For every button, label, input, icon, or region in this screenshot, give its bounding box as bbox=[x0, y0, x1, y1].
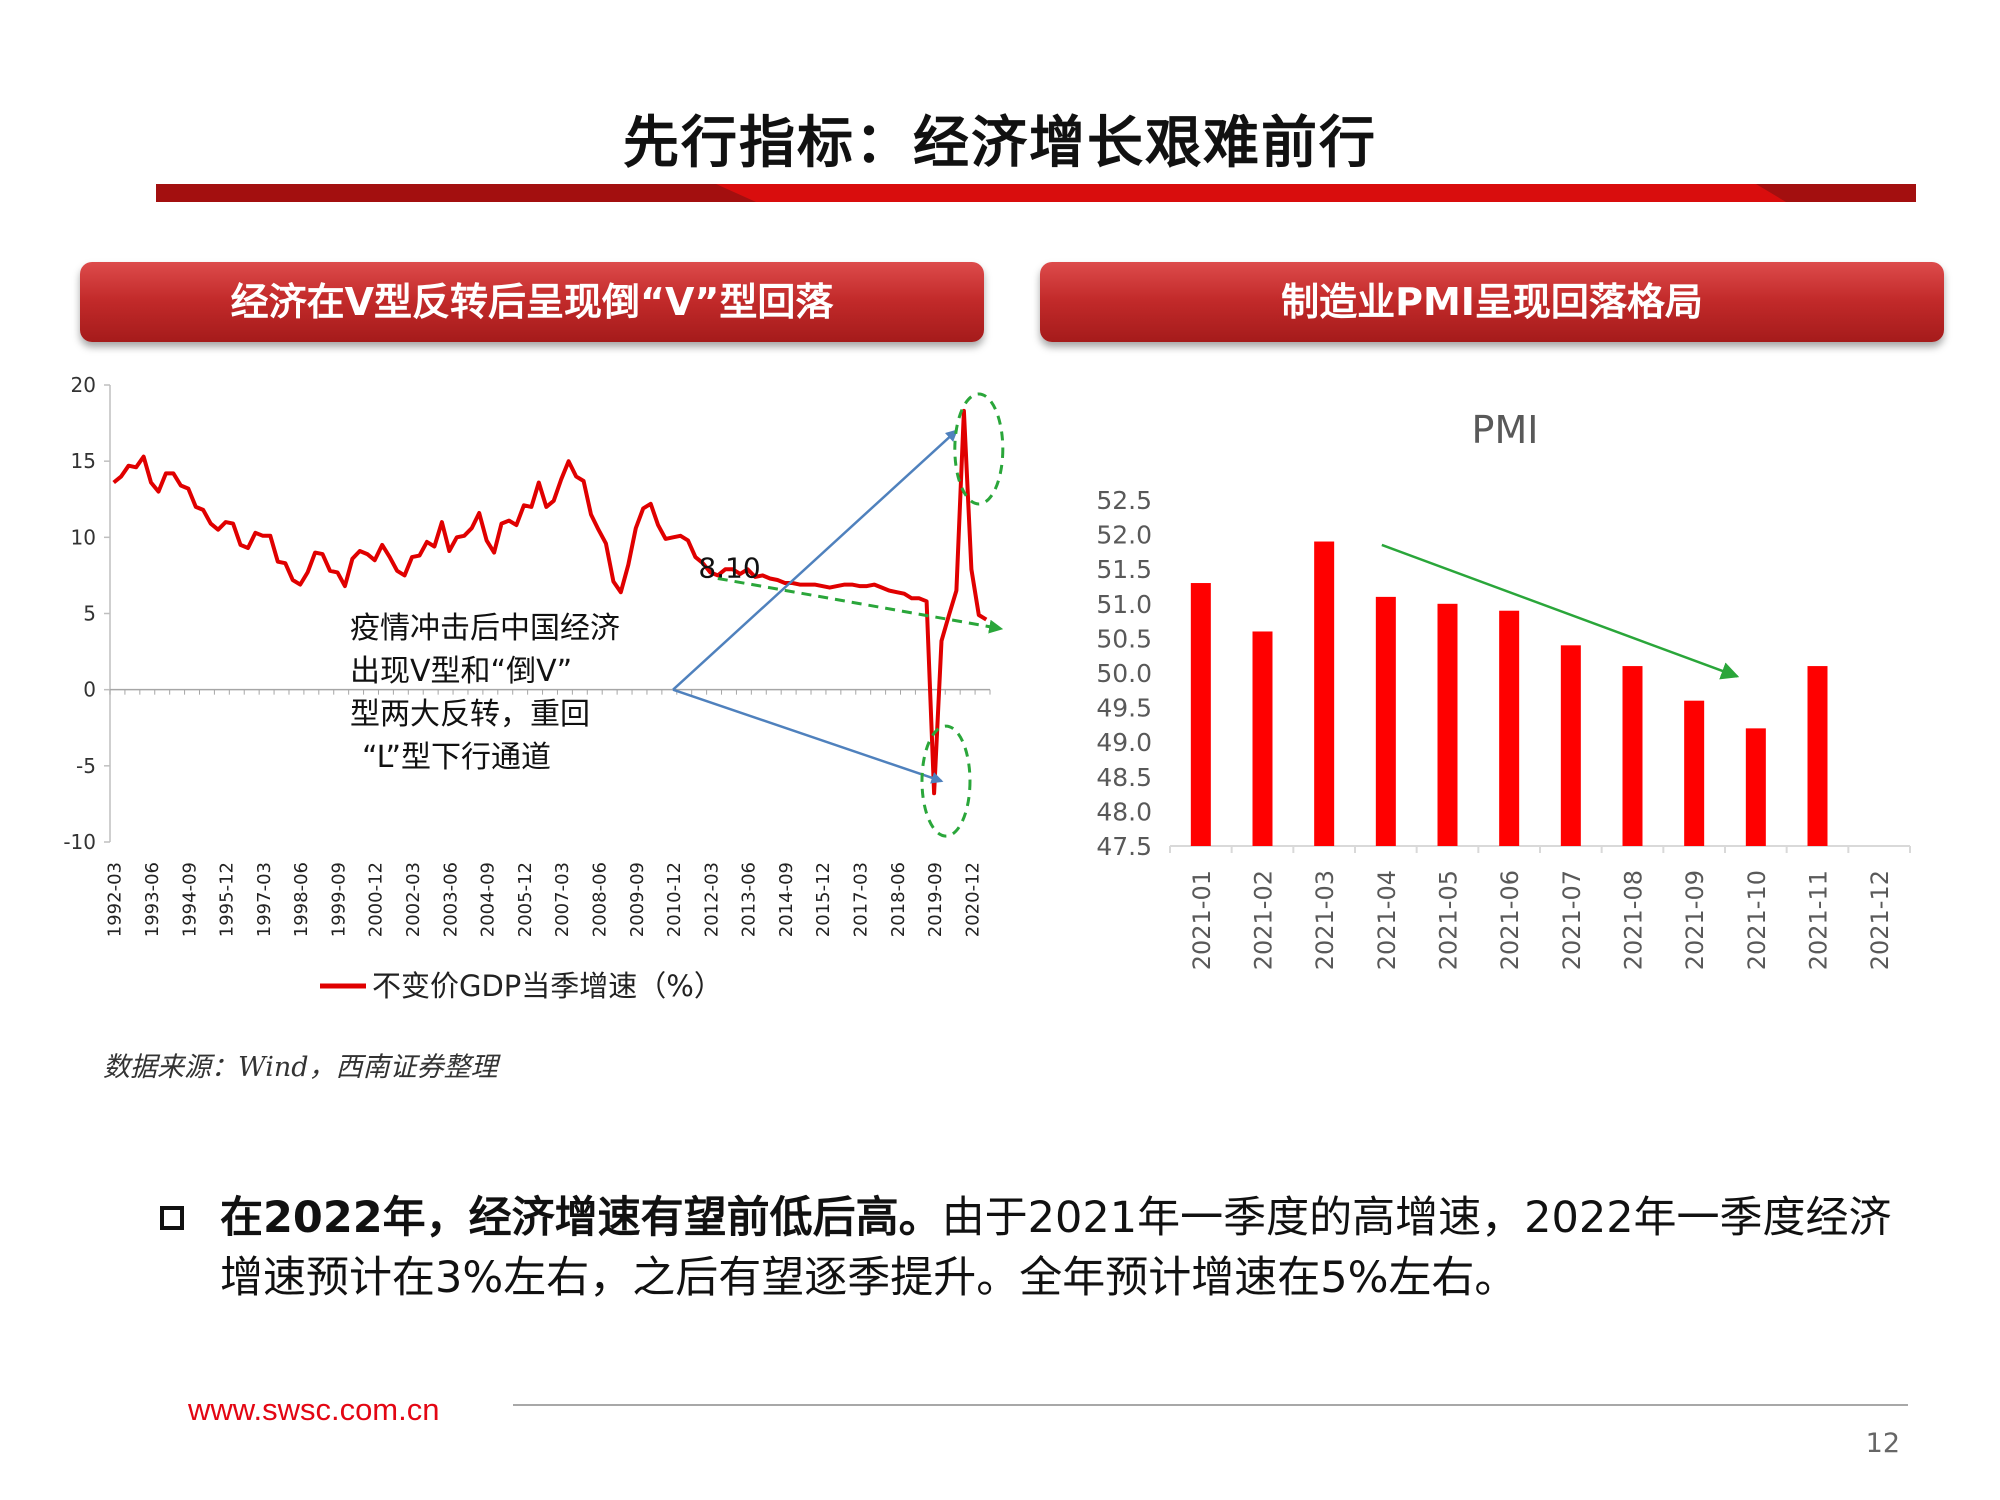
pmi-chart: PMI 52.5 52.0 51.5 51.0 50.5 50.0 49.5 49.0 48.5… bbox=[1096, 408, 1911, 970]
gdp-x-tick-label: 2008-06 bbox=[589, 862, 610, 937]
gdp-y-tick-label: 10 bbox=[71, 525, 96, 549]
gdp-growth-chart: 20 15 10 5 0 -5 -10 1992-03 1993-06 1994-09 1995-… bbox=[63, 373, 1005, 1003]
title-rule bbox=[156, 184, 1916, 202]
gdp-x-tick-label: 2020-12 bbox=[962, 862, 983, 937]
gdp-y-tick-label: -5 bbox=[76, 754, 96, 778]
gdp-annotation-line: 疫情冲击后中国经济 bbox=[350, 611, 620, 646]
pmi-y-tick-label: 50.5 bbox=[1096, 624, 1152, 653]
gdp-annotation-line: 型两大反转，重回 bbox=[350, 697, 590, 732]
gdp-y-tick-label: 0 bbox=[83, 678, 96, 702]
gdp-x-tick-label: 2017-03 bbox=[850, 862, 871, 937]
bullet-square-icon bbox=[160, 1206, 184, 1230]
pmi-y-tick-label: 52.5 bbox=[1096, 486, 1152, 515]
gdp-y-tick-label: 20 bbox=[71, 373, 96, 397]
pmi-y-tick-label: 50.0 bbox=[1096, 659, 1152, 688]
gdp-x-tick-label: 2007-03 bbox=[552, 862, 573, 937]
pmi-bar bbox=[1684, 700, 1705, 846]
pmi-y-tick-label: 48.0 bbox=[1096, 797, 1152, 826]
pmi-x-tick-label: 2021-12 bbox=[1866, 870, 1894, 970]
pmi-y-tick-label: 48.5 bbox=[1096, 763, 1152, 792]
gdp-x-tick-label: 2014-09 bbox=[776, 862, 797, 937]
gdp-x-tick-label: 2015-12 bbox=[813, 862, 834, 937]
gdp-peak-highlight-ellipse bbox=[953, 392, 1005, 506]
left-panel-title: 经济在V型反转后呈现倒“V”型回落 bbox=[80, 262, 984, 342]
pmi-bar bbox=[1499, 610, 1520, 846]
pmi-bar bbox=[1190, 583, 1211, 846]
gdp-x-tick-label: 2005-12 bbox=[515, 862, 536, 937]
gdp-y-tick-label: 15 bbox=[71, 449, 96, 473]
gdp-x-tick-label: 2012-03 bbox=[701, 862, 722, 937]
gdp-x-tick-label: 1999-09 bbox=[328, 862, 349, 937]
gdp-trough-highlight-ellipse bbox=[920, 724, 972, 838]
pmi-x-tick-label: 2021-02 bbox=[1250, 870, 1278, 970]
gdp-x-tick-label: 2013-06 bbox=[739, 862, 760, 937]
pmi-bar bbox=[1437, 603, 1458, 846]
pmi-y-tick-label: 52.0 bbox=[1096, 521, 1152, 550]
gdp-x-tick-label: 1998-06 bbox=[291, 862, 312, 937]
gdp-x-tick-label: 2000-12 bbox=[366, 862, 387, 937]
pmi-x-tick-label: 2021-01 bbox=[1188, 870, 1216, 970]
gdp-blue-arrow bbox=[672, 688, 944, 784]
pmi-x-tick-label: 2021-06 bbox=[1496, 870, 1524, 970]
gdp-x-tick-label: 2018-06 bbox=[888, 862, 909, 937]
pmi-x-tick-label: 2021-11 bbox=[1805, 870, 1833, 970]
pmi-y-tick-label: 51.5 bbox=[1096, 555, 1152, 584]
data-source-note: 数据来源：Wind，西南证券整理 bbox=[103, 1052, 498, 1083]
gdp-y-tick-label: -10 bbox=[63, 830, 96, 854]
gdp-green-dashed-arrow bbox=[717, 576, 1004, 634]
pmi-x-tick-label: 2021-09 bbox=[1681, 870, 1709, 970]
gdp-annotations bbox=[672, 392, 1005, 838]
pmi-bar bbox=[1807, 666, 1828, 846]
legend-label: 不变价GDP当季增速（%） bbox=[372, 969, 723, 1003]
gdp-x-tick-label: 1992-03 bbox=[105, 862, 126, 937]
pmi-bar bbox=[1560, 645, 1581, 846]
page-number: 12 bbox=[1865, 1428, 1900, 1459]
pmi-x-tick-label: 2021-10 bbox=[1743, 870, 1771, 970]
page-title: 先行指标：经济增长艰难前行 bbox=[623, 111, 1377, 176]
footer-url-link[interactable]: www.swsc.com.cn bbox=[188, 1392, 440, 1427]
pmi-bar bbox=[1745, 728, 1766, 846]
gdp-x-tick-label: 1997-03 bbox=[254, 862, 275, 937]
gdp-x-tick-label: 2002-03 bbox=[403, 862, 424, 937]
gdp-annotation-line: “L”型下行通道 bbox=[362, 740, 551, 775]
gdp-series-line bbox=[112, 408, 988, 796]
footer-divider bbox=[513, 1404, 1908, 1406]
gdp-x-tick-labels: 1992-03 1993-06 1994-09 1995-12 1997-03 1998-… bbox=[105, 862, 984, 937]
pmi-x-tick-label: 2021-04 bbox=[1373, 870, 1401, 970]
pmi-y-tick-label: 49.5 bbox=[1096, 694, 1152, 723]
pmi-bar bbox=[1375, 596, 1396, 846]
pmi-y-tick-label: 47.5 bbox=[1096, 832, 1152, 861]
gdp-x-tick-label: 1994-09 bbox=[179, 862, 200, 937]
gdp-x-tick-label: 1995-12 bbox=[217, 862, 238, 937]
pmi-y-tick-label: 51.0 bbox=[1096, 590, 1152, 619]
pmi-trend-arrow bbox=[1381, 543, 1740, 680]
gdp-y-tick-label: 5 bbox=[83, 602, 96, 626]
pmi-bar bbox=[1622, 666, 1643, 846]
pmi-x-tick-label: 2021-07 bbox=[1558, 870, 1586, 970]
gdp-x-tick-label: 2010-12 bbox=[664, 862, 685, 937]
pmi-y-tick-label: 49.0 bbox=[1096, 728, 1152, 757]
gdp-x-tick-label: 2019-09 bbox=[925, 862, 946, 937]
gdp-axes: 20 15 10 5 0 -5 -10 bbox=[63, 373, 991, 854]
pmi-x-tick-label: 2021-08 bbox=[1620, 870, 1648, 970]
gdp-annotation-line: 出现V型和“倒V” bbox=[350, 654, 572, 689]
gdp-x-tick-label: 1993-06 bbox=[142, 862, 163, 937]
right-panel-title: 制造业PMI呈现回落格局 bbox=[1040, 262, 1944, 342]
pmi-chart-title: PMI bbox=[1472, 408, 1539, 452]
bullet-bold-text: 在2022年，经济增速有望前低后高。 bbox=[220, 1193, 942, 1243]
gdp-blue-arrow bbox=[672, 429, 958, 691]
pmi-plot: 52.5 52.0 51.5 51.0 50.5 50.0 49.5 49.0 48.5 48.0… bbox=[1096, 486, 1911, 970]
pmi-bar bbox=[1314, 541, 1335, 846]
pmi-bar bbox=[1252, 631, 1273, 846]
pmi-x-tick-label: 2021-05 bbox=[1435, 870, 1463, 970]
gdp-x-tick-label: 2004-09 bbox=[478, 862, 499, 937]
gdp-x-tick-label: 2009-09 bbox=[627, 862, 648, 937]
bullet-regular-text: 由于2021年一季度的高增速，2022年一季度经济增速预计在3%左右，之后有望逐… bbox=[220, 1193, 1892, 1303]
gdp-data-label: 8.10 bbox=[698, 551, 760, 584]
gdp-x-tick-label: 2003-06 bbox=[440, 862, 461, 937]
pmi-x-tick-label: 2021-03 bbox=[1311, 870, 1339, 970]
